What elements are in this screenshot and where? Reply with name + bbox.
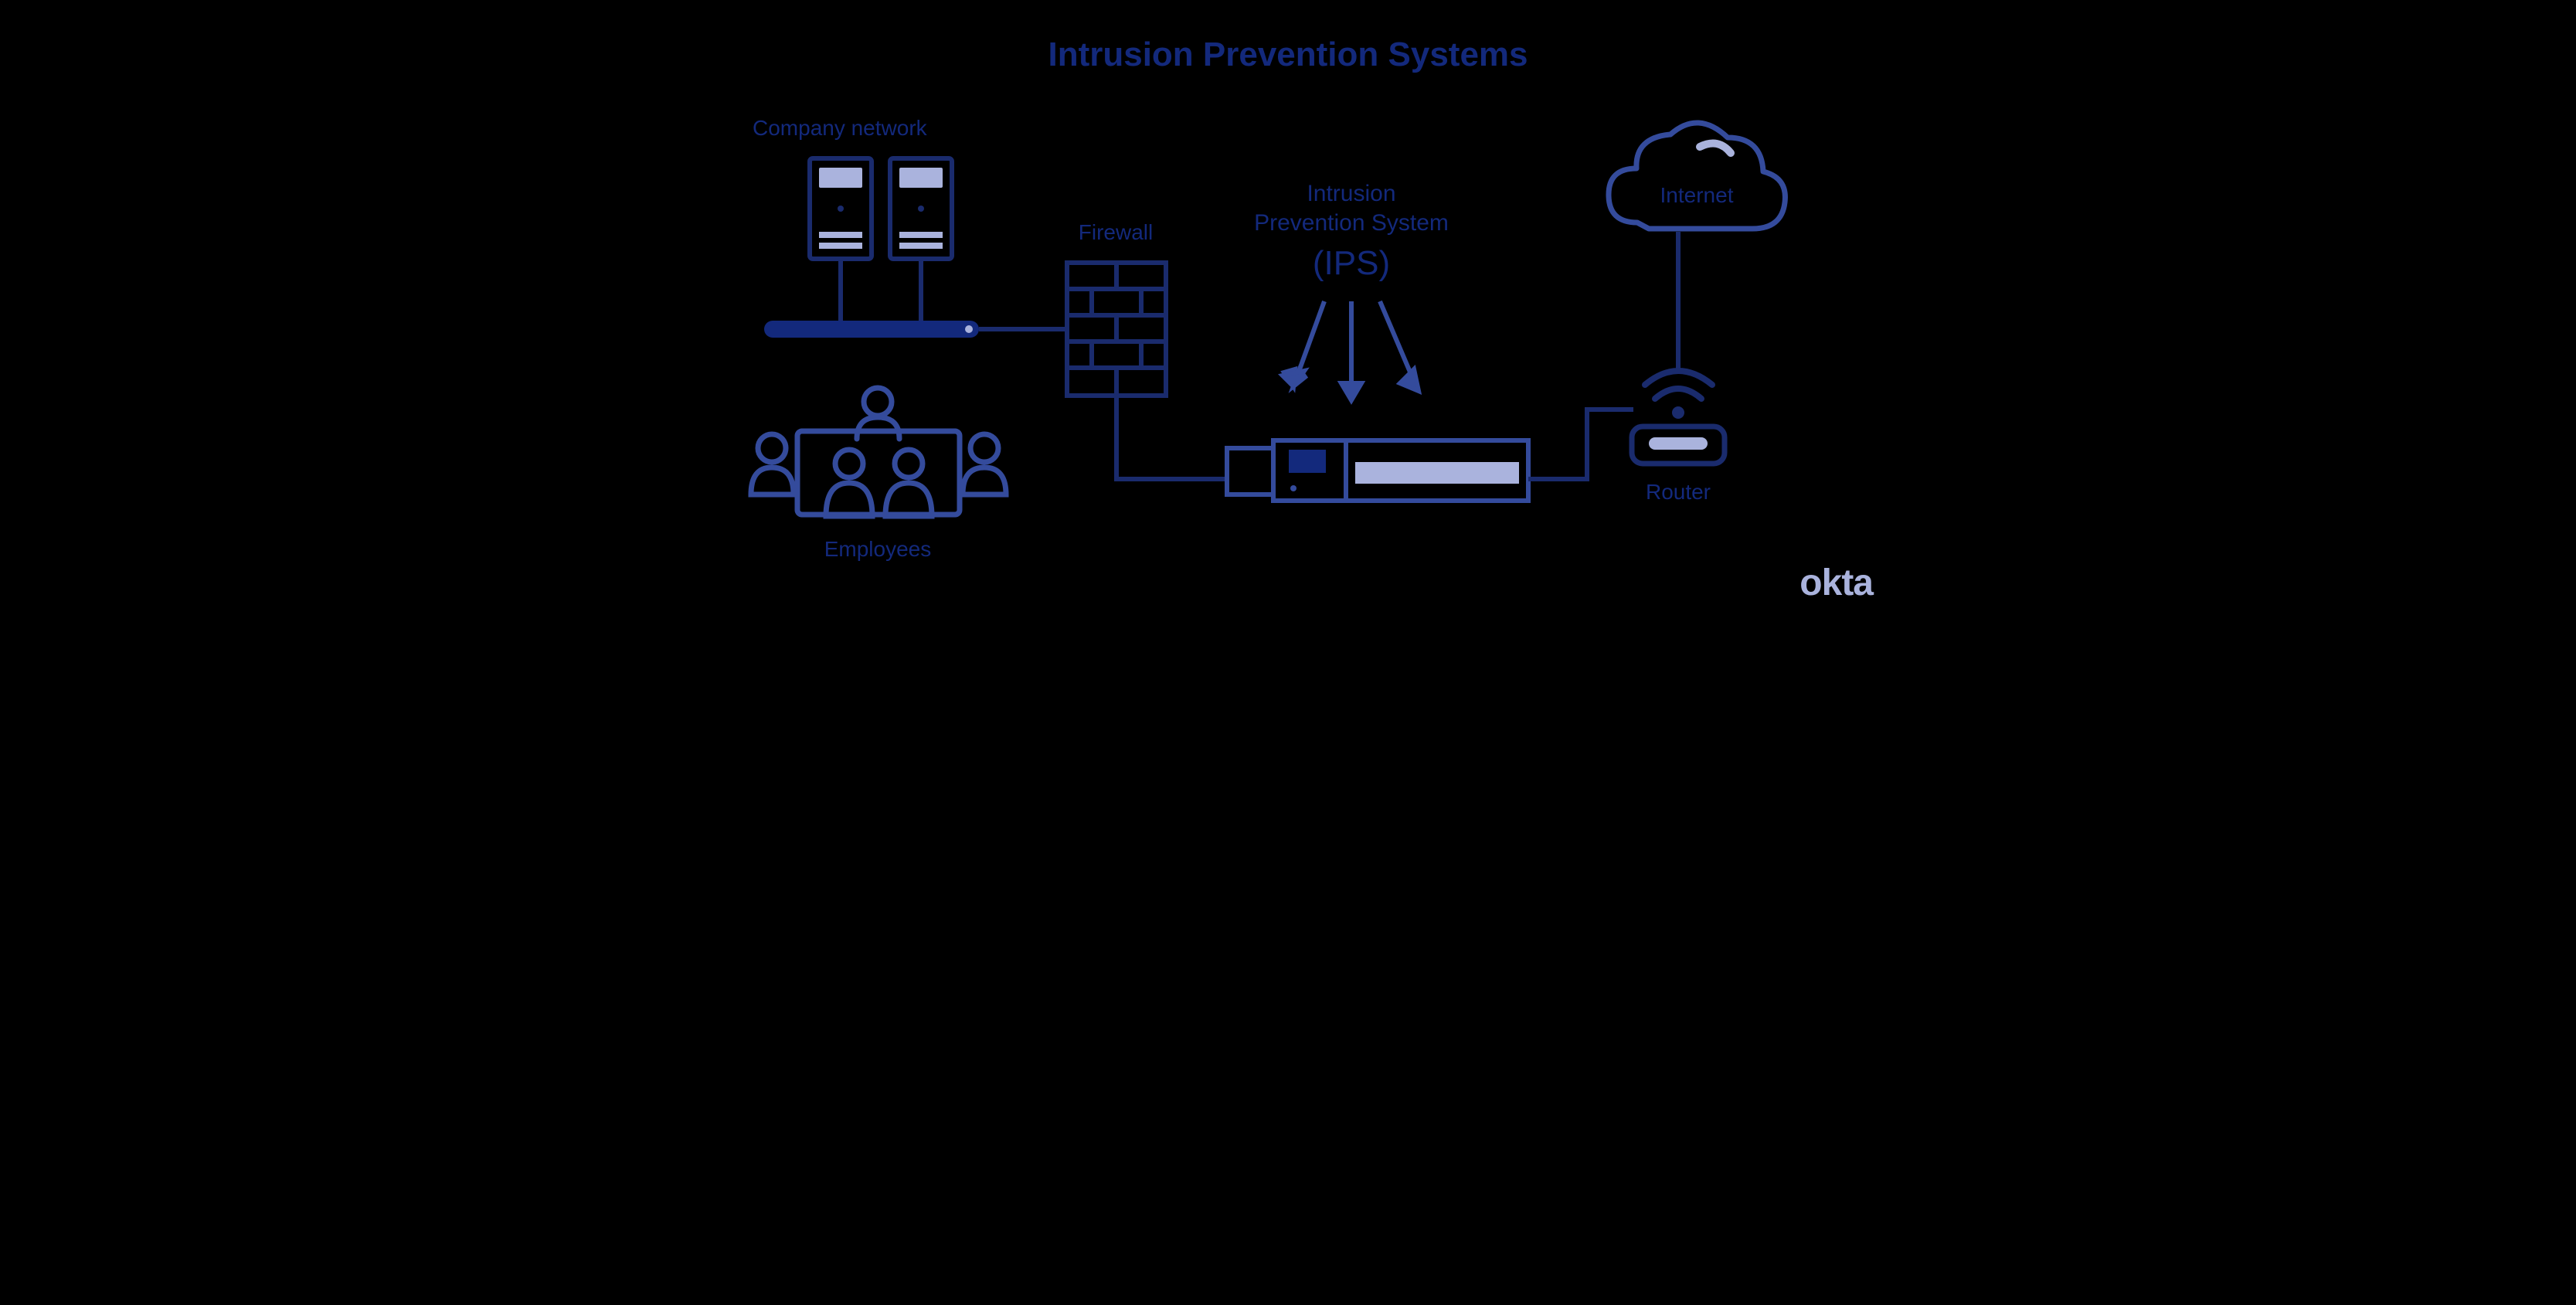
- employees-icon: [751, 388, 1006, 516]
- ips-device-icon: [1227, 440, 1528, 501]
- router-label: Router: [1645, 480, 1710, 504]
- ips-label-line3: (IPS): [1312, 244, 1389, 282]
- firewall-label: Firewall: [1078, 220, 1152, 244]
- firewall-icon: [1067, 263, 1166, 396]
- internet-label: Internet: [1660, 183, 1733, 207]
- internet-cloud-icon: [1609, 123, 1785, 229]
- edge-firewall-ips: [1116, 396, 1227, 479]
- ips-arrows-icon: [1283, 301, 1419, 400]
- servers-icon: [810, 158, 952, 325]
- diagram-title: Intrusion Prevention Systems: [1048, 36, 1528, 73]
- router-icon: [1632, 371, 1725, 464]
- okta-logo: okta: [1799, 562, 1874, 603]
- employees-label: Employees: [824, 537, 931, 561]
- edge-ips-router: [1528, 410, 1633, 479]
- ips-label-line1: Intrusion: [1307, 181, 1395, 206]
- network-bus-icon: [764, 321, 1067, 338]
- company-network-label: Company network: [753, 116, 928, 140]
- ips-label-line2: Prevention System: [1254, 210, 1449, 236]
